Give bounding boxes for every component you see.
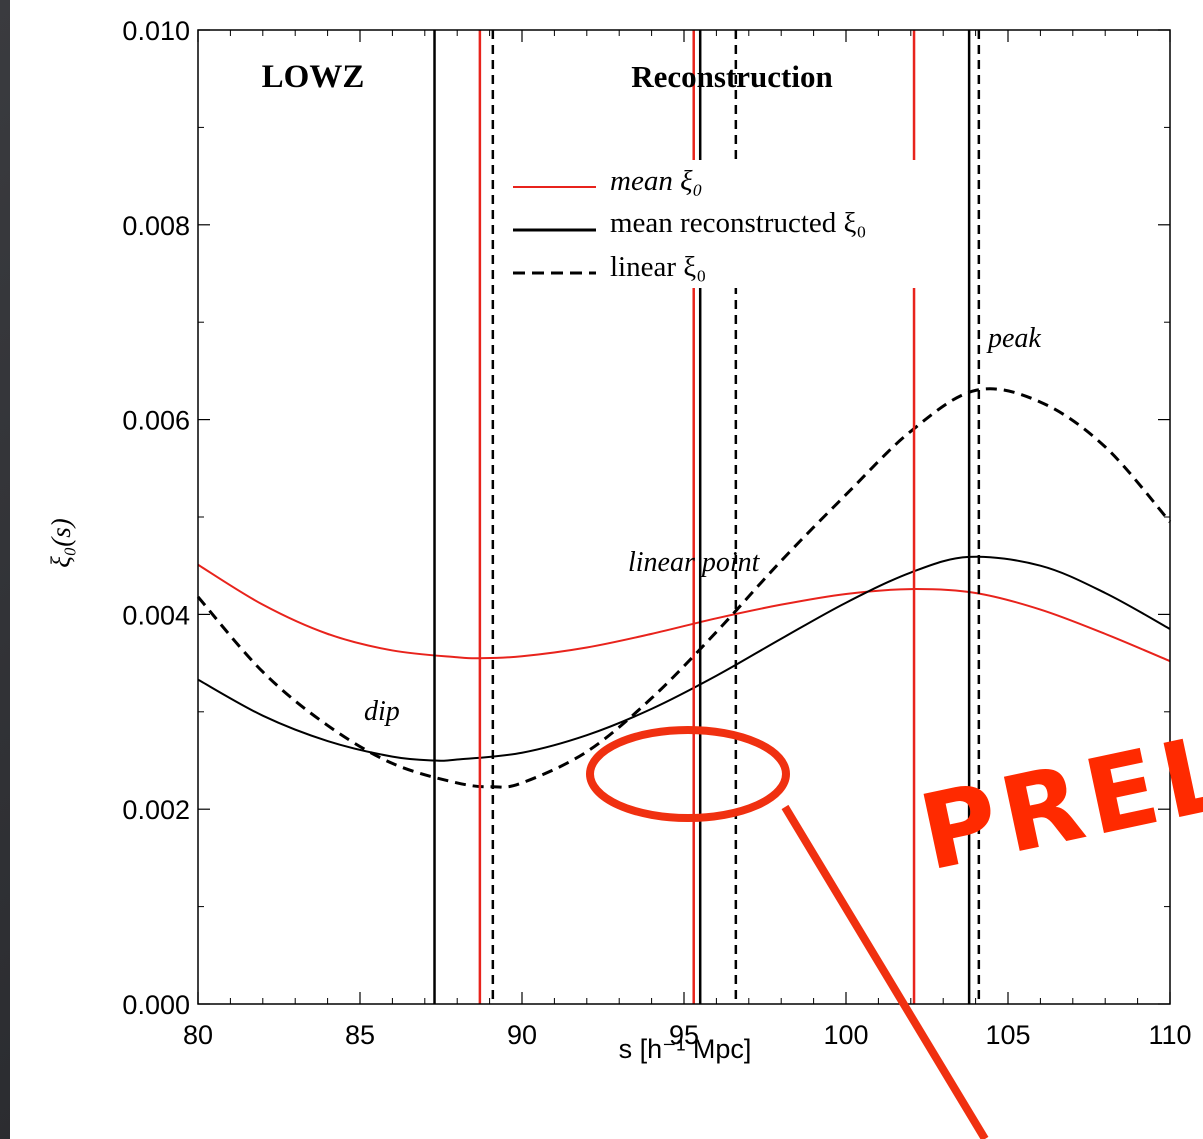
series-line-0	[197, 563, 1171, 663]
series-layer	[196, 387, 1172, 789]
y-tick-label-4: 0.008	[122, 211, 190, 241]
y-axis-title: ξ₀(s)	[46, 518, 76, 567]
ticks-layer: 80 85 90 95 100 105 110 0.000 0.002 0.004 0.006 0.0…	[122, 16, 1191, 1050]
highlight-arrow	[781, 804, 989, 1139]
x-tick-label-3: 95	[669, 1020, 699, 1050]
x-tick-label-2: 90	[507, 1020, 537, 1050]
y-tick-label-5: 0.010	[122, 16, 190, 46]
vertical-lines-layer	[433, 30, 981, 1004]
chart-subtitle: Reconstruction	[631, 59, 832, 94]
legend-label-linear: linear ξ₀	[610, 251, 706, 283]
x-tick-label-1: 85	[345, 1020, 375, 1050]
preliminary-stamp: PREL	[910, 709, 1203, 894]
highlight-circle	[586, 726, 790, 822]
annotation-peak: peak	[986, 323, 1041, 354]
chart-title: LOWZ	[262, 59, 365, 95]
legend: mean ξ₀ mean reconstructed ξ₀ linear ξ₀	[513, 165, 867, 283]
y-tick-label-1: 0.002	[122, 795, 190, 825]
annotation-linear-point: linear point	[628, 547, 761, 578]
x-tick-label-0: 80	[183, 1020, 213, 1050]
x-tick-label-5: 105	[985, 1020, 1030, 1050]
legend-background	[503, 160, 953, 288]
x-tick-label-6: 110	[1148, 1020, 1191, 1050]
y-tick-label-0: 0.000	[122, 990, 190, 1020]
y-tick-label-2: 0.004	[122, 600, 190, 630]
y-tick-label-3: 0.006	[122, 406, 190, 436]
legend-label-mean: mean ξ₀	[610, 165, 703, 197]
series-line-2	[196, 387, 1172, 789]
annotation-dip: dip	[364, 696, 400, 727]
legend-label-reconstructed: mean reconstructed ξ₀	[610, 207, 867, 239]
x-tick-label-4: 100	[823, 1020, 868, 1050]
x-axis-title: s [h⁻¹ Mpc]	[619, 1034, 752, 1064]
